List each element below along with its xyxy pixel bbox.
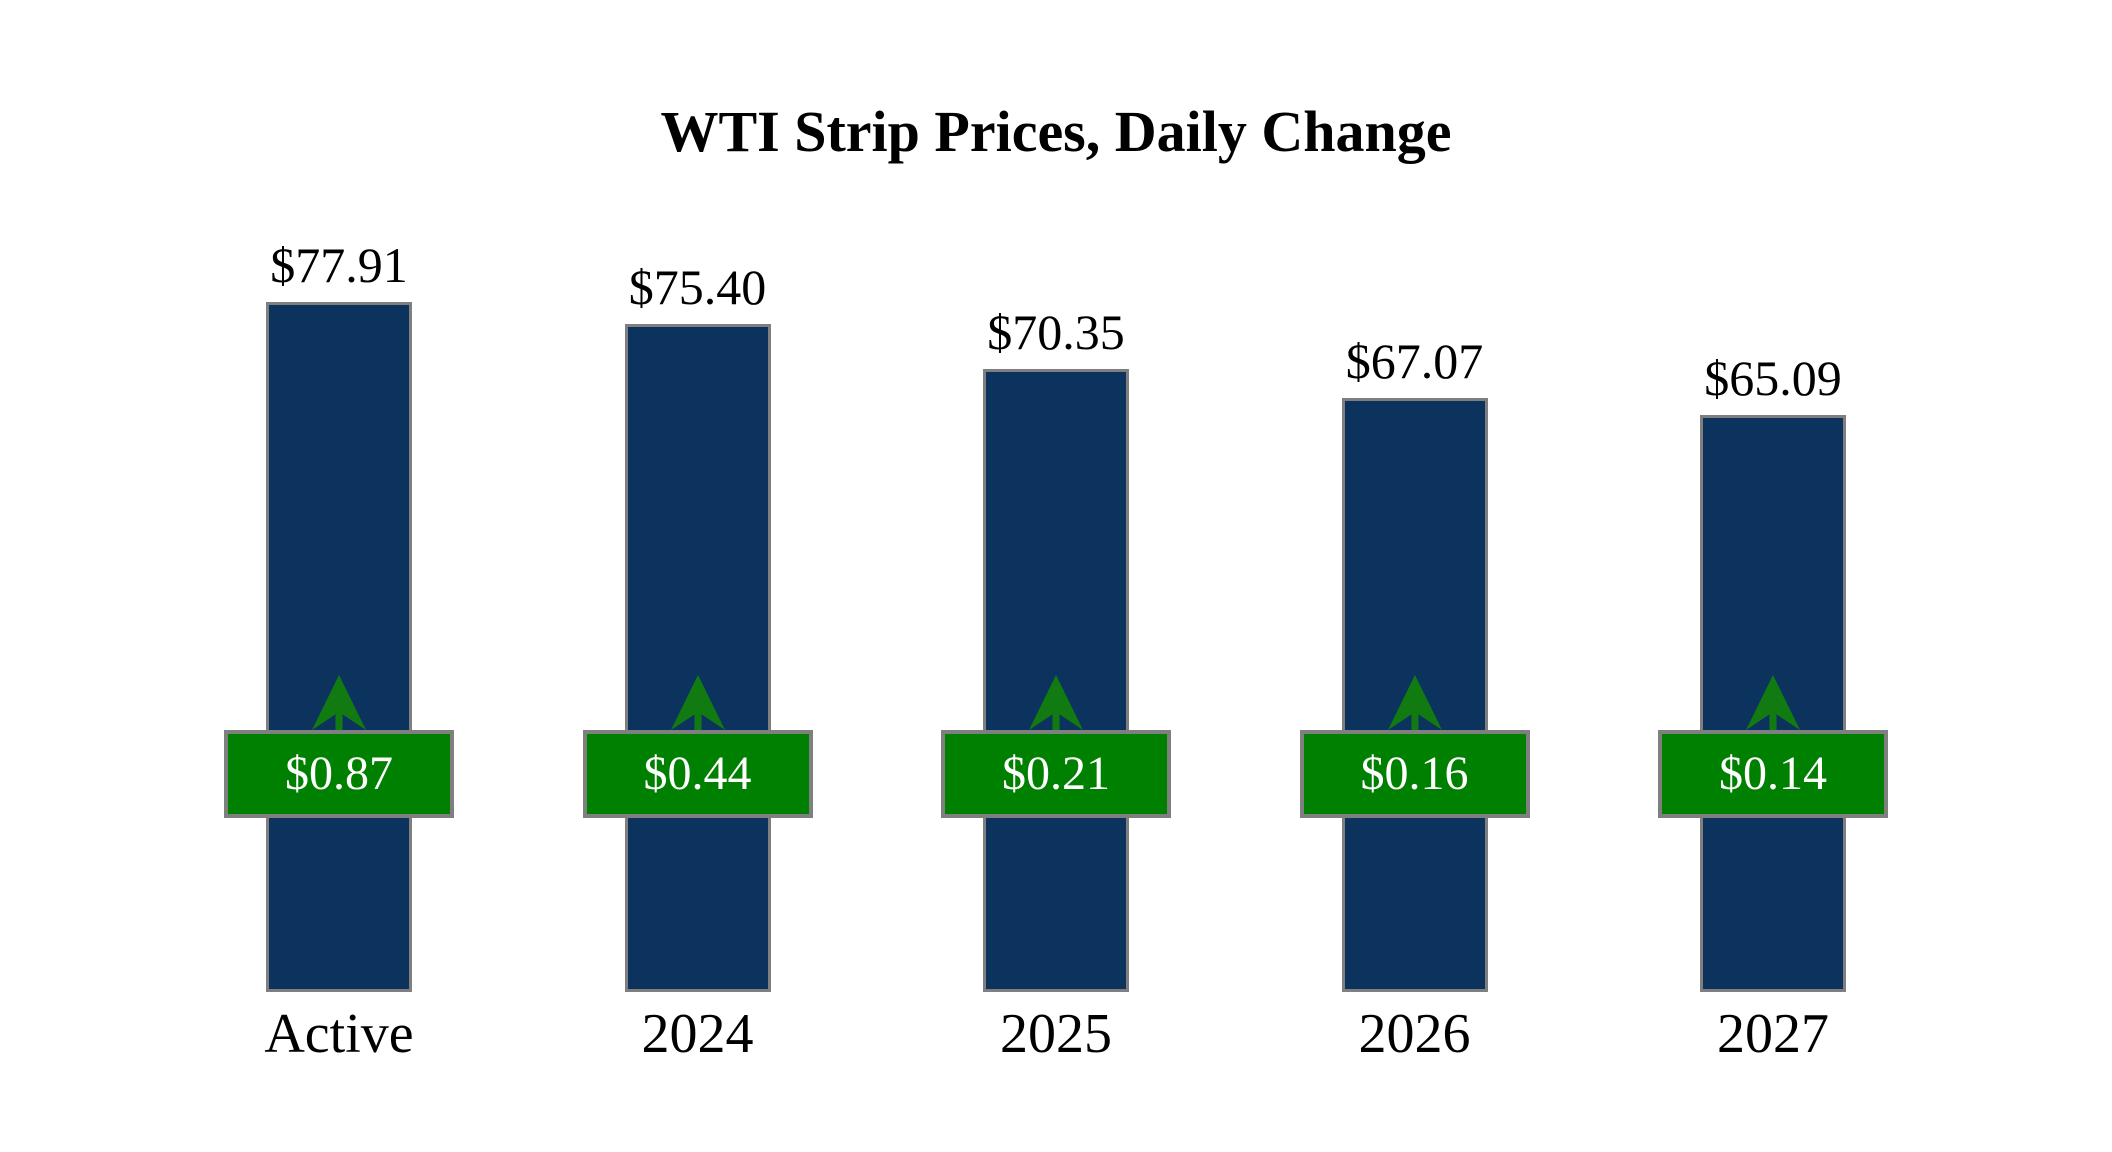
daily-change-badge: $0.87 <box>224 730 454 818</box>
up-arrow-icon <box>670 675 725 730</box>
daily-change-badge: $0.21 <box>941 730 1171 818</box>
daily-change-value: $0.87 <box>285 747 393 800</box>
category-label: 2025 <box>1000 1003 1112 1065</box>
daily-change-value: $0.44 <box>643 747 752 800</box>
bar-value-label: $65.09 <box>1704 350 1842 406</box>
chart-title: WTI Strip Prices, Daily Change <box>660 99 1452 164</box>
category-label: 2024 <box>641 1003 754 1065</box>
price-bar <box>983 369 1129 992</box>
up-arrow-icon <box>1746 675 1800 730</box>
category-label: 2026 <box>1358 1003 1471 1065</box>
price-bar <box>266 302 412 992</box>
price-bar <box>624 324 771 992</box>
daily-change-value: $0.16 <box>1360 747 1469 800</box>
category-label: Active <box>264 1003 414 1065</box>
daily-change-value: $0.21 <box>1002 747 1110 800</box>
daily-change-badge: $0.44 <box>582 730 813 818</box>
up-arrow-icon <box>312 675 366 730</box>
bar-value-label: $77.91 <box>270 237 408 293</box>
bar-value-label: $70.35 <box>987 304 1125 360</box>
bar-value-label: $67.07 <box>1345 333 1484 389</box>
daily-change-value: $0.14 <box>1719 747 1827 800</box>
up-arrow-icon <box>1387 675 1442 730</box>
category-label: 2027 <box>1717 1003 1829 1065</box>
bar-value-label: $75.40 <box>628 259 767 315</box>
daily-change-badge: $0.16 <box>1299 730 1530 818</box>
daily-change-badge: $0.14 <box>1658 730 1888 818</box>
up-arrow-icon <box>1029 675 1083 730</box>
